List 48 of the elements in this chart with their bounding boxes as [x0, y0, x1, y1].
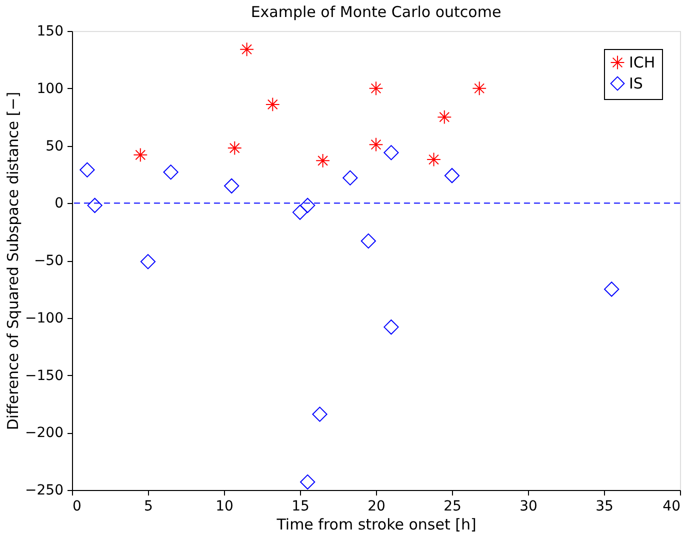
legend-label: IS: [629, 74, 643, 92]
y-tick-label: −150: [25, 368, 64, 384]
y-tick-label: 150: [36, 24, 64, 40]
y-tick-label: −50: [34, 253, 64, 269]
point: [265, 97, 280, 112]
point: [426, 152, 441, 167]
point: [163, 164, 178, 180]
point: [604, 282, 620, 297]
point: [437, 110, 452, 124]
point: [240, 42, 254, 57]
x-tick-label: 0: [72, 498, 82, 514]
x-tick-label: 10: [216, 498, 234, 514]
point: [140, 254, 156, 270]
point: [342, 170, 358, 186]
point: [224, 178, 240, 194]
point: [80, 162, 95, 178]
point: [360, 233, 376, 249]
x-tick-label: 25: [444, 498, 462, 514]
x-tick-label: 30: [520, 498, 538, 514]
chart-title: Example of Monte Carlo outcome: [250, 3, 502, 21]
point: [384, 319, 399, 335]
point: [87, 198, 102, 213]
x-tick-label: 15: [292, 498, 310, 514]
point: [368, 81, 384, 96]
point: [227, 140, 242, 156]
point: [316, 153, 330, 168]
point: [384, 145, 399, 160]
y-tick-label: 0: [54, 196, 64, 212]
point: [133, 148, 148, 162]
point: [292, 204, 308, 220]
y-tick-label: 100: [36, 80, 64, 97]
x-axis-title: Time from stroke onset [h]: [276, 516, 476, 534]
x-tick-label: 35: [596, 498, 614, 514]
point: [300, 474, 316, 490]
point: [444, 168, 460, 184]
y-axis-title: Difference of Squared Subspace distance [−]: [4, 92, 22, 430]
point: [368, 137, 384, 152]
point: [300, 198, 316, 213]
legend-label: ICH: [629, 54, 656, 72]
x-tick-label: 5: [144, 498, 153, 514]
y-tick-label: −100: [25, 310, 64, 326]
point: [472, 81, 487, 96]
y-tick-label: 50: [46, 138, 64, 154]
y-tick-label: −200: [25, 425, 64, 442]
point: [312, 406, 328, 422]
x-tick-label: 20: [368, 498, 386, 514]
x-tick-label: 40: [662, 498, 680, 514]
y-tick-label: −250: [25, 482, 64, 498]
